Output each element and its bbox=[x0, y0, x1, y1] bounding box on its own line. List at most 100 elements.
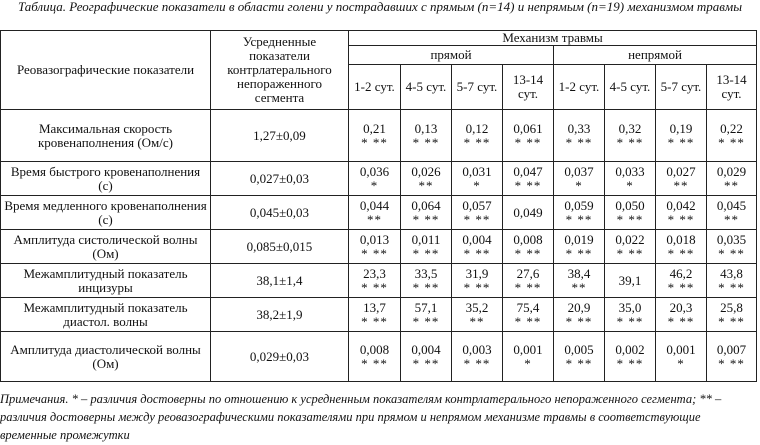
cell-value: 75,4 bbox=[516, 299, 540, 315]
header-period: 4-5 сут. bbox=[604, 64, 656, 110]
value-cell: 27,6 * ** bbox=[502, 263, 554, 298]
value-cell: 13,7 * ** bbox=[348, 297, 401, 332]
value-cell: 0,036 * bbox=[348, 161, 401, 196]
significance-marker: ** bbox=[367, 211, 382, 227]
cell-value: 0,001 bbox=[666, 341, 696, 357]
value-cell: 0,026 ** bbox=[400, 161, 452, 196]
significance-marker: * ** bbox=[412, 211, 440, 227]
value-cell: 43,8 * ** bbox=[705, 263, 758, 298]
row-baseline-value: 0,027±0,03 bbox=[210, 161, 349, 196]
significance-marker: * ** bbox=[718, 134, 745, 150]
cell-value: 0,007 bbox=[716, 341, 747, 357]
cell-value: 27,6 bbox=[516, 265, 540, 281]
cell-value: 35,0 bbox=[618, 299, 642, 315]
cell-value: 0,003 bbox=[462, 341, 492, 357]
significance-marker: * ** bbox=[361, 313, 388, 329]
table-row: Максимальная скорость кровенаполнения (О… bbox=[0, 109, 758, 162]
value-cell: 0,13 * ** bbox=[400, 109, 452, 162]
significance-marker: * ** bbox=[565, 134, 593, 150]
row-baseline-value: 1,27±0,09 bbox=[210, 109, 349, 162]
significance-marker: * ** bbox=[565, 211, 593, 227]
significance-marker: * ** bbox=[667, 211, 695, 227]
value-cell: 0,003 * ** bbox=[451, 331, 503, 382]
value-cell: 23,3 * ** bbox=[348, 263, 401, 298]
row-baseline-value: 0,085±0,015 bbox=[210, 229, 349, 264]
cell-value: 0,064 bbox=[411, 197, 441, 213]
significance-marker: ** bbox=[418, 177, 434, 193]
significance-marker: ** bbox=[571, 279, 587, 295]
cell-value: 0,029 bbox=[716, 163, 747, 179]
value-cell: 46,2 * ** bbox=[655, 263, 707, 298]
value-cell: 0,049 bbox=[502, 195, 554, 230]
cell-value: 38,4 bbox=[567, 265, 591, 281]
table-row: Время медленного кровенаполнения (с) 0,04… bbox=[0, 195, 758, 230]
table-notes: Примечания. * – различия достоверны по о… bbox=[0, 392, 722, 442]
value-cell: 0,21 * ** bbox=[348, 109, 401, 162]
cell-value: 0,018 bbox=[666, 231, 696, 247]
cell-value: 20,9 bbox=[567, 299, 591, 315]
value-cell: 0,22 * ** bbox=[705, 109, 758, 162]
value-cell: 0,022 * ** bbox=[604, 229, 656, 264]
header-period: 5-7 сут. bbox=[451, 64, 503, 110]
cell-value: 31,9 bbox=[465, 265, 489, 281]
value-cell: 0,019 * ** bbox=[553, 229, 605, 264]
value-cell: 0,19 * ** bbox=[655, 109, 707, 162]
significance-marker: * ** bbox=[616, 134, 644, 150]
significance-marker: * ** bbox=[361, 245, 388, 261]
significance-marker: * ** bbox=[718, 313, 745, 329]
value-cell: 25,8 * ** bbox=[705, 297, 758, 332]
significance-marker: ** bbox=[724, 211, 740, 227]
row-indicator-name: Межамплитудный показатель инцизуры bbox=[0, 263, 211, 298]
header-mechanism: Механизм травмы bbox=[347, 30, 758, 46]
value-cell: 0,004 * ** bbox=[400, 331, 452, 382]
header-period: 13-14 сут. bbox=[502, 64, 554, 110]
cell-value: 0,033 bbox=[615, 163, 645, 179]
value-cell: 0,057 * ** bbox=[451, 195, 503, 230]
cell-value: 46,2 bbox=[669, 265, 693, 281]
value-cell: 35,0 * ** bbox=[604, 297, 656, 332]
header-averaged: Усредненные показатели контрлатерального… bbox=[210, 30, 349, 110]
value-cell: 0,018 * ** bbox=[655, 229, 707, 264]
row-indicator-name: Межамплитудный показатель диастол. волны bbox=[0, 297, 211, 332]
cell-value: 0,004 bbox=[411, 341, 441, 357]
header-period: 1-2 сут. bbox=[348, 64, 401, 110]
value-cell: 0,027 ** bbox=[655, 161, 707, 196]
header-period: 5-7 сут. bbox=[655, 64, 707, 110]
value-cell: 0,042 * ** bbox=[655, 195, 707, 230]
cell-value: 0,026 bbox=[411, 163, 441, 179]
value-cell: 20,3 * ** bbox=[655, 297, 707, 332]
row-indicator-name: Время медленного кровенаполнения (с) bbox=[0, 195, 211, 230]
significance-marker: * ** bbox=[616, 245, 644, 261]
header-period: 4-5 сут. bbox=[400, 64, 452, 110]
cell-value: 0,037 bbox=[564, 163, 594, 179]
table-caption: Таблица. Реографические показатели в обл… bbox=[17, 0, 743, 14]
cell-value: 0,035 bbox=[716, 231, 747, 247]
cell-value: 20,3 bbox=[669, 299, 693, 315]
cell-value: 0,12 bbox=[465, 120, 489, 136]
significance-marker: * bbox=[626, 177, 634, 193]
significance-marker: * ** bbox=[565, 355, 593, 371]
table-row: Амплитуда диастолической волны (Ом) 0,029… bbox=[0, 331, 758, 382]
value-cell: 0,045 ** bbox=[705, 195, 758, 230]
value-cell: 0,32 * ** bbox=[604, 109, 656, 162]
significance-marker: * ** bbox=[718, 279, 745, 295]
significance-marker: * ** bbox=[667, 279, 695, 295]
value-cell: 0,007 * ** bbox=[705, 331, 758, 382]
header-period: 13-14 сут. bbox=[705, 64, 758, 110]
row-indicator-name: Максимальная скорость кровенаполнения (О… bbox=[0, 109, 211, 162]
significance-marker: * ** bbox=[463, 279, 491, 295]
significance-marker: * ** bbox=[718, 245, 745, 261]
value-cell: 0,12 * ** bbox=[451, 109, 503, 162]
significance-marker: * bbox=[473, 177, 481, 193]
value-cell: 39,1 bbox=[604, 263, 656, 298]
cell-value: 0,022 bbox=[615, 231, 645, 247]
cell-value: 0,049 bbox=[513, 204, 543, 220]
significance-marker: * ** bbox=[565, 313, 593, 329]
table-row: Межамплитудный показатель инцизуры 38,1±1… bbox=[0, 263, 758, 298]
significance-marker: * ** bbox=[565, 245, 593, 261]
value-cell: 57,1 * ** bbox=[400, 297, 452, 332]
value-cell: 0,061 * ** bbox=[502, 109, 554, 162]
value-cell: 33,5 * ** bbox=[400, 263, 452, 298]
cell-value: 13,7 bbox=[363, 299, 386, 315]
